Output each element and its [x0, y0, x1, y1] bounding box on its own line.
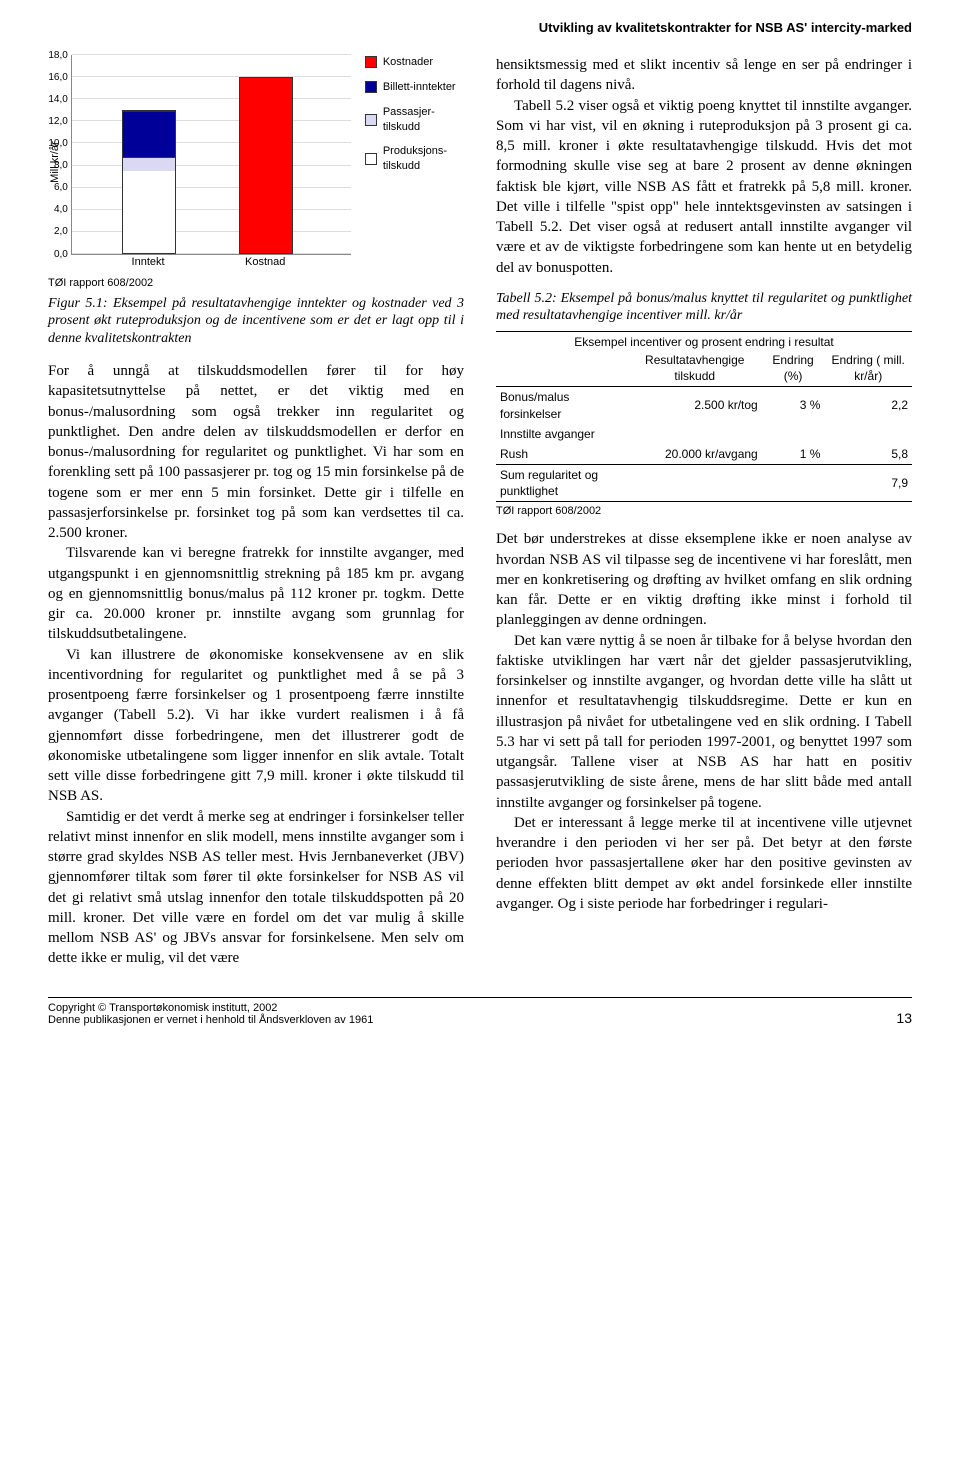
chart-plot-area: 0,02,04,06,08,010,012,014,016,018,0 [71, 55, 351, 255]
chart-source: TØI rapport 608/2002 [48, 276, 464, 291]
legend-label: Kostnader [383, 55, 433, 70]
chart-legend: Kostnader Billett-inntekter Passasjer-tils… [365, 55, 464, 270]
chart-bar-segment [240, 78, 292, 253]
body-paragraph: Det er interessant å legge merke til at … [496, 813, 912, 914]
table-source: TØI rapport 608/2002 [496, 504, 912, 519]
running-head: Utvikling av kvalitetskontrakter for NSB… [48, 20, 912, 35]
body-paragraph: Det kan være nyttig å se noen år tilbake… [496, 631, 912, 813]
table-sum-row: Sum regularitet og punktlighet 7,9 [496, 465, 912, 502]
rights-line: Denne publikasjonen er vernet i henhold … [48, 1014, 373, 1026]
body-paragraph: Vi kan illustrere de økonomiske konsekve… [48, 645, 464, 807]
y-tick-label: 18,0 [48, 48, 67, 62]
table-cell: 1 % [762, 444, 825, 465]
table-cell: 7,9 [824, 465, 912, 502]
table-header: Endring (%) [762, 350, 825, 387]
table-row: Bonus/malus forsinkelser2.500 kr/tog3 %2… [496, 387, 912, 424]
table-cell: Sum regularitet og punktlighet [496, 465, 628, 502]
y-tick-label: 2,0 [54, 225, 68, 239]
legend-swatch [365, 81, 377, 93]
y-tick-label: 8,0 [54, 159, 68, 173]
x-axis-categories: Inntekt Kostnad [71, 255, 351, 270]
legend-swatch [365, 56, 377, 68]
table-cell: Bonus/malus forsinkelser [496, 387, 628, 424]
x-category-label: Inntekt [121, 255, 175, 270]
chart-bar-segment [123, 157, 175, 171]
legend-item: Produksjons-tilskudd [365, 144, 464, 174]
chart-bar [122, 110, 176, 254]
body-paragraph: Tabell 5.2 viser også et viktig poeng kn… [496, 96, 912, 278]
body-paragraph: Tilsvarende kan vi beregne fratrekk for … [48, 543, 464, 644]
table-cell: 2.500 kr/tog [628, 387, 762, 424]
table-cell [762, 424, 825, 444]
legend-swatch [365, 153, 377, 165]
y-tick-label: 4,0 [54, 203, 68, 217]
x-category-label: Kostnad [238, 255, 292, 270]
page-number: 13 [896, 1010, 912, 1026]
table-cell: 3 % [762, 387, 825, 424]
chart-bar-segment [123, 171, 175, 253]
legend-item: Kostnader [365, 55, 464, 70]
chart-bar [239, 77, 293, 254]
table-caption: Tabell 5.2: Eksempel på bonus/malus knyt… [496, 290, 912, 325]
table-cell: Rush [496, 444, 628, 465]
figure-caption: Figur 5.1: Eksempel på resultatavhengige… [48, 295, 464, 348]
body-paragraph: hensiktsmessig med et slikt incentiv så … [496, 55, 912, 96]
page-footer: Copyright © Transportøkonomisk institutt… [48, 997, 912, 1026]
table-cell: 20.000 kr/avgang [628, 444, 762, 465]
table-row: Rush20.000 kr/avgang1 %5,8 [496, 444, 912, 465]
table-header: Resultatavhengige tilskudd [628, 350, 762, 387]
legend-label: Passasjer-tilskudd [383, 105, 464, 135]
table-cell [628, 424, 762, 444]
body-paragraph: For å unngå at tilskuddsmodellen fører t… [48, 361, 464, 543]
y-tick-label: 0,0 [54, 247, 68, 261]
table-header [496, 350, 628, 387]
legend-item: Passasjer-tilskudd [365, 105, 464, 135]
table-cell: 5,8 [824, 444, 912, 465]
body-paragraph: Det bør understrekes at disse eksemplene… [496, 529, 912, 630]
chart-bar-segment [123, 111, 175, 157]
right-column: hensiktsmessig med et slikt incentiv så … [496, 55, 912, 969]
left-column: Mill kr/år 0,02,04,06,08,010,012,014,016… [48, 55, 464, 969]
y-tick-label: 16,0 [48, 70, 67, 84]
legend-swatch [365, 114, 377, 126]
table-cell [824, 424, 912, 444]
table-row: Innstilte avganger [496, 424, 912, 444]
legend-label: Produksjons-tilskudd [383, 144, 464, 174]
copyright-line: Copyright © Transportøkonomisk institutt… [48, 1002, 373, 1014]
table-cell: 2,2 [824, 387, 912, 424]
y-tick-label: 10,0 [48, 137, 67, 151]
table-header: Endring ( mill. kr/år) [824, 350, 912, 387]
body-paragraph: Samtidig er det verdt å merke seg at end… [48, 807, 464, 969]
y-tick-label: 12,0 [48, 115, 67, 129]
incentive-table: Resultatavhengige tilskudd Endring (%) E… [496, 350, 912, 503]
bar-chart: Mill kr/år 0,02,04,06,08,010,012,014,016… [48, 55, 464, 270]
table-cell: Innstilte avganger [496, 424, 628, 444]
legend-label: Billett-inntekter [383, 80, 456, 95]
two-column-layout: Mill kr/år 0,02,04,06,08,010,012,014,016… [48, 55, 912, 969]
table-cell [762, 465, 825, 502]
y-tick-label: 6,0 [54, 181, 68, 195]
y-tick-label: 14,0 [48, 92, 67, 106]
table-superheader: Eksempel incentiver og prosent endring i… [496, 331, 912, 350]
legend-item: Billett-inntekter [365, 80, 464, 95]
table-cell [628, 465, 762, 502]
